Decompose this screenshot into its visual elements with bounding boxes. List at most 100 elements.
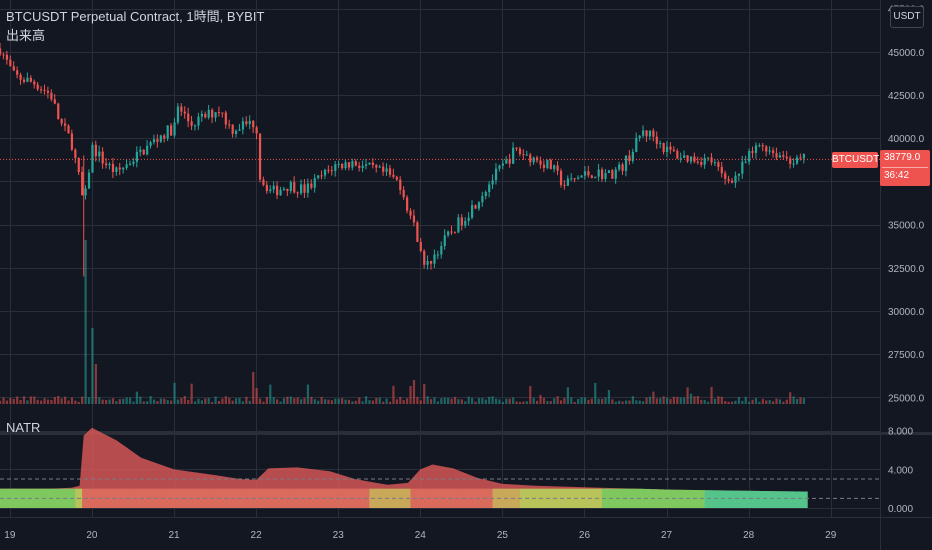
candle-body [33,81,36,85]
candle-body [81,172,84,196]
volume-bar [426,396,429,404]
candle-body [364,164,368,166]
candle-body [419,241,422,251]
natr-band-cell [239,488,247,508]
volume-legend-label[interactable]: 出来高 [6,28,46,43]
volume-bar [269,384,272,404]
candle-body [618,164,621,170]
volume-bar [163,398,166,404]
natr-band-cell [773,491,781,508]
candle-body [217,112,221,114]
candle-body [549,159,552,170]
volume-bar [436,401,440,404]
natr-band-cell [731,490,740,508]
volume-bar [334,398,337,404]
natr-band-cell [472,488,480,508]
volume-bar [696,396,699,404]
volume-bar [139,396,142,404]
candle-body [111,163,115,172]
candle-body [361,165,364,168]
price-tick-label: 45000.0 [888,48,925,59]
volume-bar [63,396,67,404]
candle-body [508,159,511,164]
volume-bar [799,397,802,404]
volume-bar [484,399,487,404]
candle-body [484,192,487,197]
volume-bar [180,398,183,404]
candle-body [146,145,149,155]
candle-body [594,176,597,179]
candle-body [9,59,12,67]
volume-bar [546,401,549,404]
volume-bar [40,400,43,404]
candle-body [22,79,26,82]
volume-bar [235,398,238,404]
volume-bar [607,389,611,404]
natr-tick-label: 0.000 [888,504,913,515]
candle-body [183,111,186,114]
candle-body [128,163,132,165]
last-price-value: 38779.0 [884,152,921,163]
candle-body [707,157,710,159]
candle-body [703,158,706,165]
time-tick-label: 23 [333,530,345,541]
candle-body [108,163,111,166]
volume-bar [741,400,744,404]
candle-body [135,151,139,162]
natr-band-cell [253,488,261,508]
currency-button[interactable]: USDT [890,6,924,28]
candle-body [409,210,412,216]
volume-bar [43,398,46,404]
candle-body [87,172,91,189]
volume-bar [785,399,788,404]
symbol-title[interactable]: BTCUSDT Perpetual Contract, 1時間, BYBIT [6,9,265,24]
candle-body [149,142,152,146]
volume-bar [111,398,115,404]
volume-bar [149,396,152,404]
volume-bar [515,401,518,404]
candle-body [323,169,327,176]
volume-bar [303,397,306,404]
candle-body [139,149,142,152]
price-tick-label: 25000.0 [888,393,925,404]
candle-body [522,154,525,156]
volume-bar [689,393,693,404]
candle-body [789,158,792,164]
candle-body [310,183,313,188]
candle-body [614,169,617,179]
candle-body [423,250,426,265]
natr-legend-label[interactable]: NATR [6,420,41,435]
candle-body [320,175,323,177]
volume-bar [744,396,747,404]
candle-body [334,164,337,171]
natr-tick-label: 8.000 [888,427,913,438]
candle-body [245,121,248,125]
natr-band-cell [280,488,288,508]
volume-bar [358,397,361,404]
volume-bar [672,396,676,404]
volume-bar [453,396,457,404]
volume-bar [204,398,207,404]
candle-body [775,153,778,158]
candle-body [276,185,279,196]
natr-band-cell [779,491,788,508]
candle-body [778,155,782,158]
volume-bar [751,399,754,404]
volume-bar [173,382,176,404]
volume-bar [262,401,265,404]
volume-bar [2,397,5,404]
volume-bar [81,396,84,404]
volume-bar [600,398,604,404]
candle-body [60,119,63,124]
volume-bar [385,398,388,404]
time-tick-label: 29 [825,530,837,541]
volume-bar [556,396,559,404]
volume-bar [115,401,118,404]
volume-bar [676,396,679,404]
candle-body [187,113,190,122]
volume-bar [289,396,292,404]
candle-body [50,92,53,100]
natr-band-cell [745,490,753,508]
